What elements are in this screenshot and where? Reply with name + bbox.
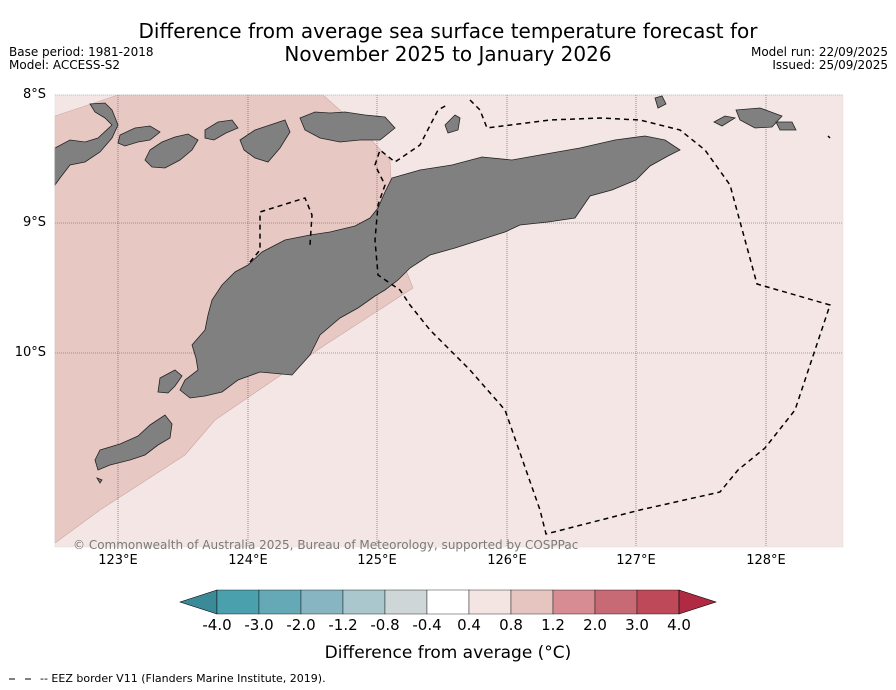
colorbar-extend-low: [179, 589, 218, 615]
flores-island: [54, 102, 119, 187]
eez-border-timor-leste: [374, 99, 831, 535]
colorbar-tick-label: 1.2: [541, 616, 565, 634]
eez-borders: [249, 99, 831, 535]
colorbar-segment: [258, 589, 302, 615]
colorbar-tick-label: 0.8: [499, 616, 523, 634]
colorbar-tick-label: -0.8: [370, 616, 400, 634]
island-alor: [204, 119, 239, 141]
island-wetar: [299, 111, 396, 143]
lon-label-123e: 123°E: [98, 553, 138, 568]
colorbar-segment: [300, 589, 344, 615]
island-rote: [157, 369, 183, 394]
colorbar-segment: [594, 589, 638, 615]
island-babar-3: [775, 121, 797, 131]
model-name: Model: ACCESS-S2: [9, 58, 121, 72]
title-line-2: November 2025 to January 2026: [284, 42, 612, 66]
colorbar-tick-label: -2.0: [286, 616, 316, 634]
lon-label-127e: 127°E: [616, 553, 656, 568]
lat-label-10s: 10°S: [14, 345, 46, 360]
timor-island: [179, 135, 681, 399]
island-pantar: [144, 133, 199, 169]
colorbar-tick-label: -3.0: [244, 616, 274, 634]
island-savu-dot: [96, 477, 103, 484]
lon-label-124e: 124°E: [228, 553, 268, 568]
colorbar-segment: [552, 589, 596, 615]
base-period: Base period: 1981-2018: [9, 45, 154, 59]
colorbar-tick-label: -4.0: [202, 616, 232, 634]
colorbar-segment: [384, 589, 428, 615]
island-babar-1: [713, 115, 737, 127]
lat-label-8s: 8°S: [22, 87, 46, 102]
colorbar-segment: [468, 589, 512, 615]
island-lembata: [117, 125, 161, 147]
metadata-right: Model run: 22/09/2025 Issued: 25/09/2025: [751, 46, 888, 72]
colorbar-segment: [426, 589, 470, 615]
colorbar-tick-label: 2.0: [583, 616, 607, 634]
colorbar-segment: [342, 589, 386, 615]
colorbar-title: Difference from average (°C): [324, 643, 572, 663]
colorbar-segment: [216, 589, 260, 615]
lon-label-126e: 126°E: [487, 553, 527, 568]
land-masses: [54, 95, 797, 484]
colorbar-tick-label: 3.0: [625, 616, 649, 634]
model-run: Model run: 22/09/2025: [750, 45, 888, 59]
lon-label-128e: 128°E: [746, 553, 786, 568]
lat-label-9s: 9°S: [22, 215, 46, 230]
issued-date: Issued: 25/09/2025: [772, 58, 888, 72]
metadata-left: Base period: 1981-2018 Model: ACCESS-S2: [9, 46, 154, 72]
island-babar-2: [735, 107, 783, 129]
island-sumba: [94, 414, 173, 471]
eez-border-east-tip: [827, 135, 831, 139]
eez-footnote: -- EEZ border V11 (Flanders Marine Insti…: [40, 672, 326, 685]
eez-border-oecusse: [249, 197, 313, 263]
colorbar-tick-label: -0.4: [412, 616, 442, 634]
colorbar-segment: [636, 589, 680, 615]
island-atauro: [444, 114, 461, 134]
copyright-notice: © Commonwealth of Australia 2025, Bureau…: [73, 538, 579, 552]
map-frame: [54, 94, 844, 548]
colorbar-extend-high: [678, 589, 717, 615]
title-line-1: Difference from average sea surface temp…: [138, 19, 758, 43]
colorbar-segment: [510, 589, 554, 615]
island-wetar-west: [239, 119, 291, 163]
chart-title: Difference from average sea surface temp…: [0, 20, 896, 66]
colorbar: [179, 589, 717, 615]
lon-label-125e: 125°E: [357, 553, 397, 568]
colorbar-tick-label: 4.0: [667, 616, 691, 634]
colorbar-tick-label: -1.2: [328, 616, 358, 634]
colorbar-tick-label: 0.4: [457, 616, 481, 634]
island-small-1: [654, 95, 667, 109]
